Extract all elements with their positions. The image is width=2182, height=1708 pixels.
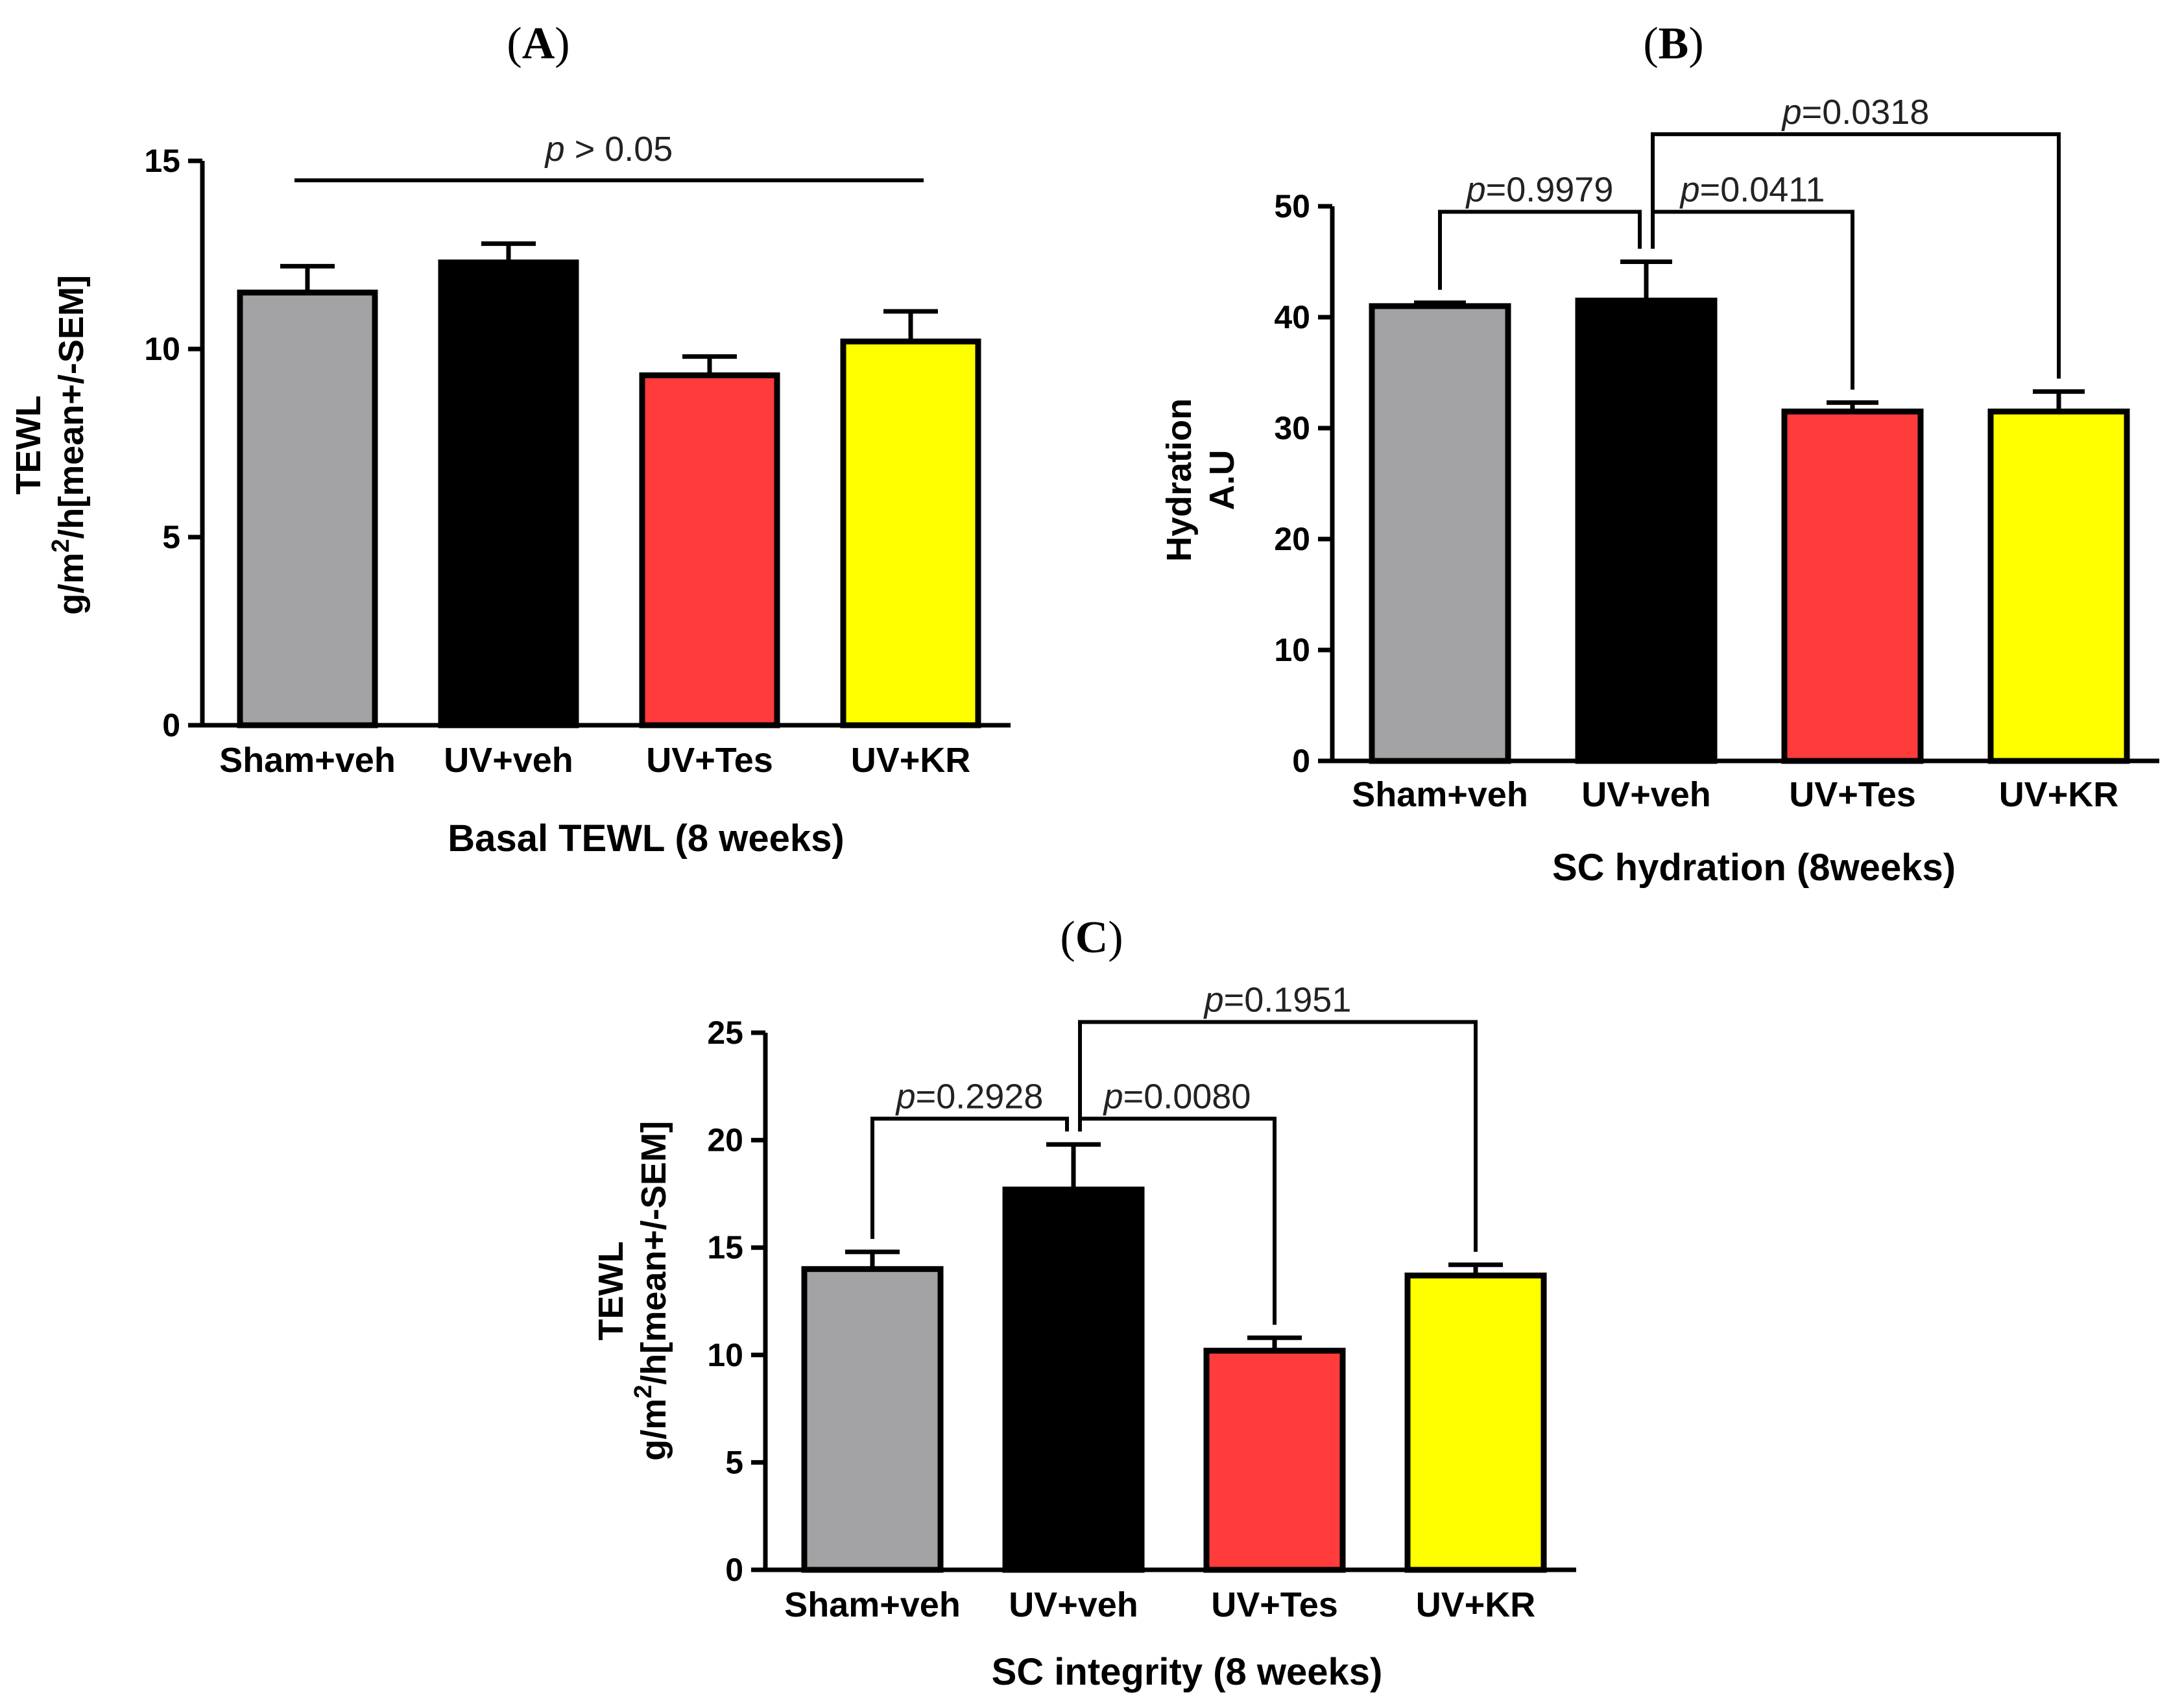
panel-label-a: (A)	[507, 19, 569, 69]
significance-bracket	[1438, 210, 1642, 290]
y-tick-label: 50	[1274, 188, 1310, 224]
y-tick-label: 25	[707, 1015, 743, 1051]
x-category-labels: Sham+veh UV+veh UV+Tes UV+KR	[784, 1585, 1535, 1624]
significance-annotations: p=0.2928 p=0.0080 p=0.1951	[870, 980, 1478, 1325]
y-tick-label: 10	[1274, 632, 1310, 668]
x-category-label: UV+veh	[1581, 775, 1711, 814]
y-tick-label: 20	[707, 1122, 743, 1159]
error-bar-group	[1414, 259, 2085, 412]
x-axis-title: SC integrity (8 weeks)	[992, 1651, 1383, 1693]
x-category-label: UV+KR	[1999, 775, 2119, 814]
bar-uv-veh	[1575, 297, 1718, 764]
p-value-label: p=0.0318	[1781, 93, 1930, 132]
y-ticks: 0 10 20 30 40 50	[1274, 188, 1332, 779]
x-category-label: Sham+veh	[1352, 775, 1528, 814]
x-axis-title: SC hydration (8weeks)	[1552, 847, 1956, 889]
y-tick-label: 15	[144, 143, 180, 179]
bar-uv-tes	[639, 372, 780, 728]
significance-bracket	[1078, 1020, 1478, 1252]
y-tick-label: 20	[1274, 521, 1310, 557]
x-category-label: UV+Tes	[646, 741, 773, 780]
bar-uv-veh	[1002, 1186, 1145, 1573]
error-bar-group	[280, 241, 938, 376]
y-axis-title-line2: A.U	[1203, 450, 1241, 511]
y-axis-title: TEWL g/m2/h[mean+/-SEM]	[592, 1121, 673, 1461]
y-tick-label: 0	[162, 707, 180, 743]
y-tick-label: 5	[162, 519, 180, 555]
y-tick-label: 10	[144, 331, 180, 367]
y-axis-title: TEWL g/m2/h[mean+/-SEM]	[9, 275, 91, 615]
x-category-labels: Sham+veh UV+veh UV+Tes UV+KR	[1352, 775, 2118, 814]
p-value-label: p=0.9979	[1465, 171, 1614, 210]
bar-group	[801, 1186, 1547, 1573]
p-value-label: p=0.0080	[1103, 1077, 1251, 1116]
x-axis-title: Basal TEWL (8 weeks)	[448, 817, 844, 860]
y-axis-title-line2: g/m2/h[mean+/-SEM]	[630, 1121, 673, 1461]
y-tick-label: 0	[725, 1552, 743, 1588]
bar-uv-kr	[840, 338, 981, 728]
p-value-label: p=0.2928	[895, 1077, 1044, 1116]
x-category-label: Sham+veh	[219, 741, 396, 780]
y-axis-title-line1: Hydration	[1160, 398, 1199, 562]
y-ticks: 0 5 10 15 20 25	[707, 1015, 765, 1588]
y-tick-label: 0	[1292, 743, 1310, 779]
bar-uv-kr	[1987, 408, 2130, 764]
significance-bracket	[1651, 132, 2061, 379]
significance-bracket	[870, 1116, 1069, 1239]
bar-uv-tes	[1203, 1347, 1346, 1573]
y-tick-label: 15	[707, 1229, 743, 1266]
x-category-label: UV+KR	[851, 741, 971, 780]
bar-sham-veh	[237, 289, 378, 728]
chart-panel-b: 0 10 20 30 40 50 Sham+veh UV+veh UV+Tes UV+KR p=…	[1160, 93, 2159, 889]
bar-group	[237, 259, 981, 728]
significance-annotations: p=0.9979 p=0.0411 p=0.0318	[1438, 93, 2061, 390]
y-ticks: 0 5 10 15	[144, 143, 202, 743]
p-value-label: p=0.1951	[1203, 980, 1352, 1019]
chart-panel-c: 0 5 10 15 20 25 Sham+veh UV+veh UV+Tes UV+KR p=0…	[592, 980, 1576, 1693]
chart-panel-a: 0 5 10 15 Sham+veh UV+veh UV+Tes UV+KR p > 0.0…	[9, 130, 1011, 860]
x-category-label: UV+Tes	[1789, 775, 1916, 814]
x-category-label: UV+veh	[1009, 1585, 1138, 1624]
bar-uv-kr	[1404, 1272, 1547, 1573]
bar-sham-veh	[1369, 303, 1511, 764]
error-bar-group	[845, 1142, 1503, 1351]
x-category-label: UV+KR	[1416, 1585, 1536, 1624]
panel-label-c: (C)	[1060, 913, 1123, 963]
p-value-label: p=0.0411	[1679, 171, 1825, 210]
y-tick-label: 10	[707, 1337, 743, 1373]
y-axis-title: Hydration A.U	[1160, 398, 1241, 562]
x-category-label: UV+veh	[444, 741, 573, 780]
bar-group	[1369, 297, 2130, 764]
y-axis-title-line1: TEWL	[592, 1242, 630, 1341]
y-tick-label: 5	[725, 1444, 743, 1480]
x-category-label: UV+Tes	[1211, 1585, 1338, 1624]
bar-uv-tes	[1781, 408, 1924, 764]
p-value-label: p > 0.05	[544, 130, 673, 169]
y-axis-title-line2: g/m2/h[mean+/-SEM]	[47, 275, 91, 615]
x-category-labels: Sham+veh UV+veh UV+Tes UV+KR	[219, 741, 970, 780]
y-tick-label: 40	[1274, 299, 1310, 335]
y-tick-label: 30	[1274, 410, 1310, 446]
y-axis-title-line1: TEWL	[9, 396, 48, 495]
x-category-label: Sham+veh	[784, 1585, 961, 1624]
panel-label-b: (B)	[1643, 19, 1703, 69]
significance-annotations: p > 0.05	[294, 130, 924, 182]
bar-sham-veh	[801, 1266, 944, 1573]
bar-uv-veh	[438, 259, 579, 728]
